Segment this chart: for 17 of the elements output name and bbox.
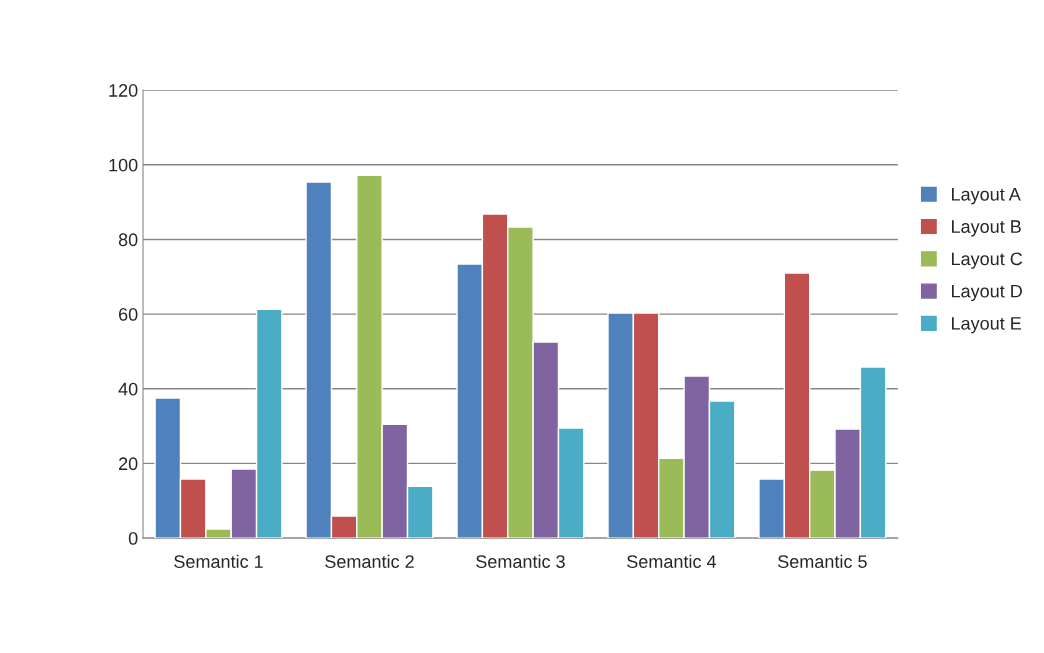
legend-label: Layout B	[952, 220, 1021, 237]
y-tick-label: 60	[119, 308, 138, 321]
y-tick-label: 20	[118, 457, 138, 471]
y-tick-label: 80	[118, 233, 138, 247]
y-tick-label: 0	[128, 532, 138, 545]
legend-label: Layout D	[952, 284, 1022, 302]
legend-label: Layout A	[952, 188, 1021, 205]
x-tick-label: Semantic 1	[174, 554, 263, 568]
y-tick-label: 120	[109, 84, 138, 97]
y-tick-label: 40	[118, 382, 138, 396]
legend-label: Layout C	[952, 252, 1023, 269]
x-tick-label: Semantic 5	[778, 554, 867, 568]
x-tick-label: Semantic 2	[325, 554, 414, 568]
y-tick-label: 100	[109, 158, 138, 172]
x-tick-label: Semantic 4	[627, 554, 717, 568]
legend-label: Layout E	[952, 317, 1022, 334]
x-tick-label: Semantic 3	[476, 554, 565, 568]
